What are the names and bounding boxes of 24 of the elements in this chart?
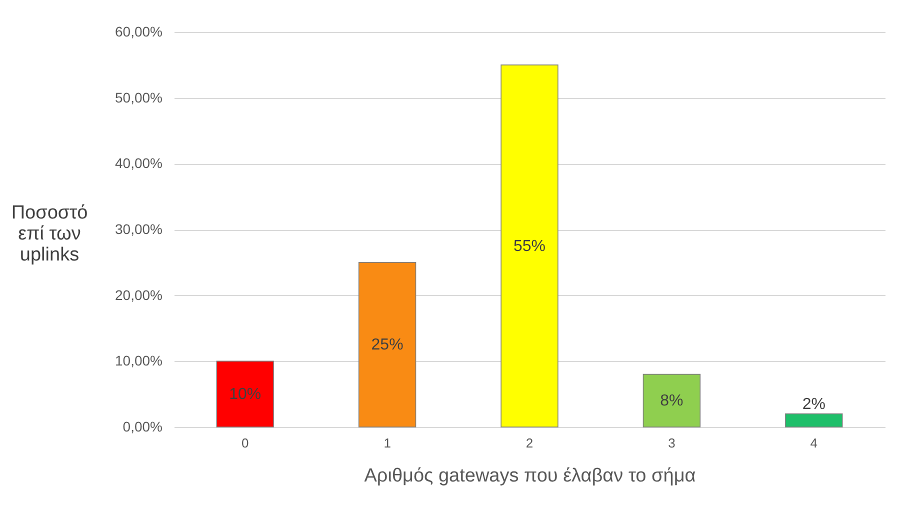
data-label: 8% [660, 392, 684, 410]
data-label: 2% [802, 396, 826, 413]
data-label: 55% [513, 238, 546, 255]
bar [358, 262, 416, 428]
data-label: 25% [371, 336, 404, 354]
bar [785, 413, 843, 428]
y-tick-label: 60,00% [115, 24, 162, 40]
y-tick-label: 20,00% [115, 286, 162, 303]
y-tick-label: 40,00% [115, 155, 162, 172]
x-tick-label: 4 [810, 436, 818, 450]
x-axis-title: Αριθμός gateways που έλαβαν το σήμα [364, 466, 696, 486]
y-axis-title: Ποσοστό επί των uplinks [11, 202, 88, 266]
x-tick-label: 1 [384, 436, 391, 450]
y-tick-label: 50,00% [115, 89, 162, 106]
y-tick-label: 10,00% [115, 352, 162, 369]
x-tick-label: 0 [241, 436, 249, 450]
bar [216, 360, 274, 428]
data-label: 10% [229, 386, 262, 404]
bar [642, 374, 701, 428]
y-tick-label: 0,00% [122, 418, 162, 434]
y-tick-label: 30,00% [115, 221, 162, 237]
x-tick-label: 2 [526, 436, 534, 450]
x-tick-label: 3 [668, 436, 676, 450]
bar [500, 64, 558, 428]
